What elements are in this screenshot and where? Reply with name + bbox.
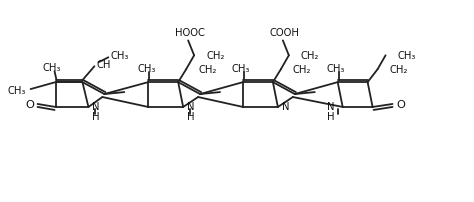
Text: CH₂: CH₂ [390,65,408,75]
Text: CH: CH [96,60,111,70]
Text: CH₃: CH₃ [398,51,416,61]
Text: COOH: COOH [270,28,300,38]
Text: CH₂: CH₂ [301,51,319,61]
Text: HOOC: HOOC [175,28,205,38]
Text: CH₃: CH₃ [327,64,345,74]
Text: N: N [187,101,195,112]
Text: CH₃: CH₃ [42,63,61,73]
Text: N: N [282,101,289,112]
Text: CH₂: CH₂ [206,51,225,61]
Text: CH₃: CH₃ [110,51,129,61]
Text: H: H [187,111,195,121]
Text: N: N [327,101,335,112]
Text: H: H [327,111,335,121]
Text: CH₃: CH₃ [8,86,26,96]
Text: O: O [25,99,34,109]
Text: H: H [92,111,100,121]
Text: CH₂: CH₂ [198,65,217,75]
Text: CH₃: CH₃ [232,64,250,74]
Text: O: O [396,99,405,109]
Text: N: N [92,101,100,112]
Text: CH₂: CH₂ [293,65,311,75]
Text: CH₃: CH₃ [137,64,155,74]
